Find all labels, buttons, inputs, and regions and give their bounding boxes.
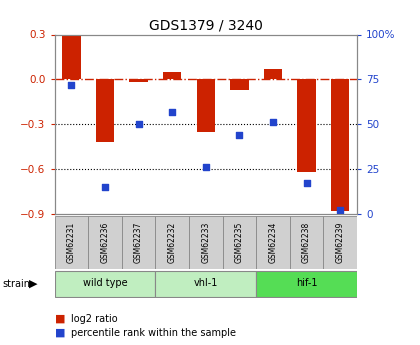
Text: GDS1379 / 3240: GDS1379 / 3240 bbox=[149, 19, 263, 33]
Bar bbox=[297, 79, 316, 172]
Text: log2 ratio: log2 ratio bbox=[71, 314, 118, 324]
Bar bbox=[163, 72, 181, 79]
Bar bbox=[155, 270, 256, 297]
Point bbox=[337, 208, 344, 213]
Text: ■: ■ bbox=[55, 314, 65, 324]
Text: GSM62239: GSM62239 bbox=[336, 222, 345, 263]
Bar bbox=[197, 79, 215, 132]
Point bbox=[102, 184, 108, 190]
Text: GSM62233: GSM62233 bbox=[201, 222, 210, 263]
Bar bbox=[256, 216, 290, 269]
Bar bbox=[88, 216, 122, 269]
Bar bbox=[230, 79, 249, 90]
Point bbox=[303, 181, 310, 186]
Text: hif-1: hif-1 bbox=[296, 278, 318, 288]
Bar bbox=[62, 34, 81, 79]
Text: wild type: wild type bbox=[83, 278, 127, 288]
Text: GSM62237: GSM62237 bbox=[134, 222, 143, 263]
Bar bbox=[264, 69, 282, 79]
Bar bbox=[55, 216, 88, 269]
Bar bbox=[96, 79, 114, 142]
Point bbox=[236, 132, 243, 138]
Bar bbox=[323, 216, 357, 269]
Bar bbox=[331, 79, 349, 211]
Text: strain: strain bbox=[2, 279, 30, 288]
Point bbox=[68, 82, 75, 88]
Text: GSM62236: GSM62236 bbox=[100, 222, 110, 263]
Point bbox=[202, 165, 209, 170]
Point bbox=[135, 121, 142, 127]
Text: vhl-1: vhl-1 bbox=[194, 278, 218, 288]
Text: GSM62234: GSM62234 bbox=[268, 222, 278, 263]
Bar bbox=[129, 79, 148, 82]
Text: GSM62232: GSM62232 bbox=[168, 222, 177, 263]
Text: ■: ■ bbox=[55, 328, 65, 338]
Bar bbox=[223, 216, 256, 269]
Bar bbox=[189, 216, 223, 269]
Text: percentile rank within the sample: percentile rank within the sample bbox=[71, 328, 236, 338]
Point bbox=[270, 120, 276, 125]
Text: GSM62238: GSM62238 bbox=[302, 222, 311, 263]
Bar bbox=[256, 270, 357, 297]
Text: ▶: ▶ bbox=[29, 279, 37, 288]
Point bbox=[169, 109, 176, 115]
Bar bbox=[155, 216, 189, 269]
Text: GSM62231: GSM62231 bbox=[67, 222, 76, 263]
Bar bbox=[122, 216, 155, 269]
Bar bbox=[290, 216, 323, 269]
Bar bbox=[55, 270, 155, 297]
Text: GSM62235: GSM62235 bbox=[235, 222, 244, 263]
